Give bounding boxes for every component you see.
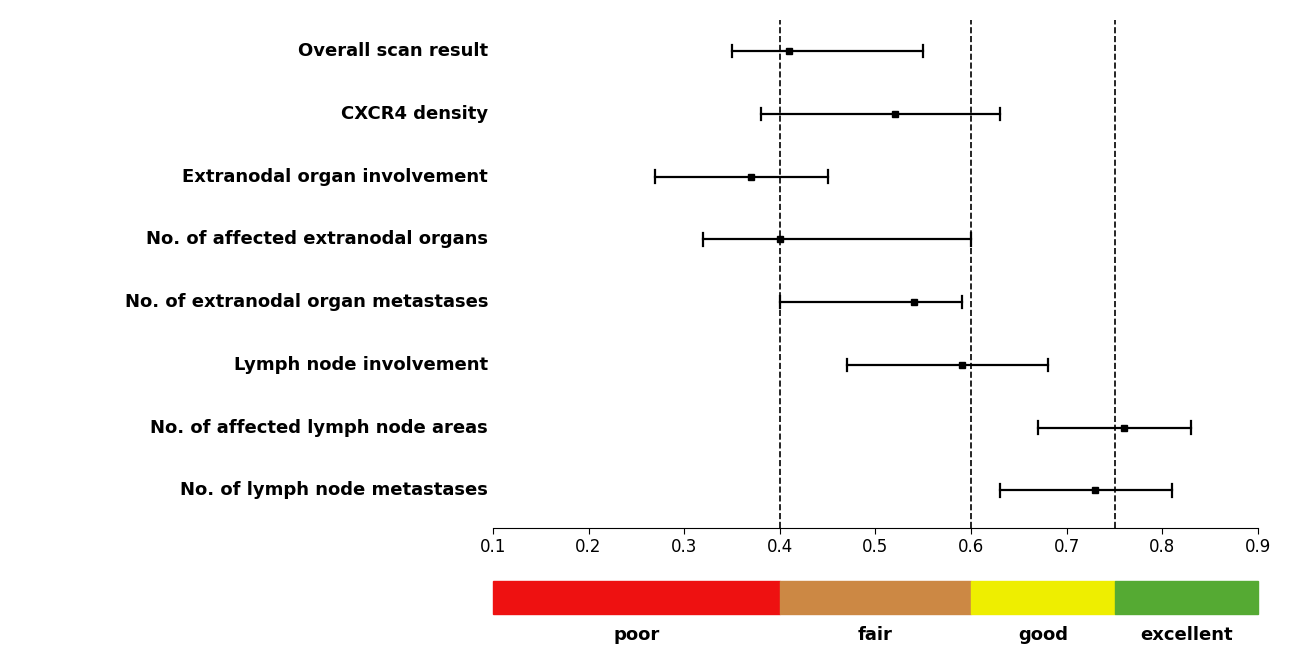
Text: good: good — [1018, 626, 1067, 644]
Text: No. of affected lymph node areas: No. of affected lymph node areas — [150, 418, 488, 437]
Text: poor: poor — [613, 626, 659, 644]
Text: Extranodal organ involvement: Extranodal organ involvement — [183, 168, 488, 185]
Text: No. of extranodal organ metastases: No. of extranodal organ metastases — [125, 293, 488, 311]
Text: excellent: excellent — [1140, 626, 1232, 644]
Bar — [493, 581, 779, 614]
Text: No. of affected extranodal organs: No. of affected extranodal organs — [147, 230, 488, 248]
Text: fair: fair — [859, 626, 892, 644]
Text: Lymph node involvement: Lymph node involvement — [233, 356, 488, 374]
Text: Overall scan result: Overall scan result — [298, 42, 488, 60]
Bar — [1114, 581, 1258, 614]
Bar — [971, 581, 1114, 614]
Text: No. of lymph node metastases: No. of lymph node metastases — [180, 481, 488, 500]
Bar — [779, 581, 971, 614]
Text: CXCR4 density: CXCR4 density — [341, 105, 488, 123]
